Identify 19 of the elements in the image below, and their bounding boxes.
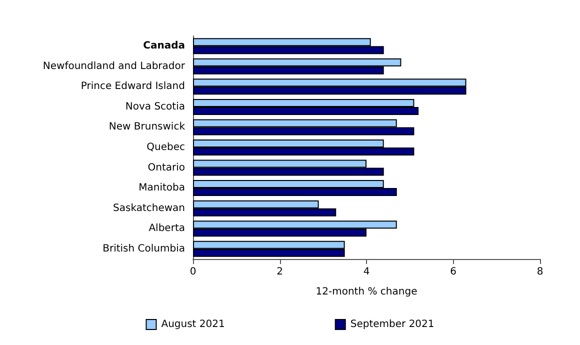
legend-label: September 2021 — [350, 319, 434, 330]
x-tick-label: 4 — [363, 266, 370, 278]
y-tick-label: Nova Scotia — [125, 101, 185, 112]
x-axis-title: 12-month % change — [316, 286, 418, 298]
x-tick-label: 6 — [450, 266, 456, 278]
x-tick-label: 0 — [190, 266, 196, 278]
legend-label: August 2021 — [161, 319, 225, 330]
y-tick-label: Alberta — [148, 223, 185, 234]
y-tick-label: Ontario — [148, 162, 185, 174]
y-tick-label: Prince Edward Island — [80, 81, 185, 92]
y-tick-label: Saskatchewan — [113, 202, 185, 214]
y-tick-label: Canada — [143, 40, 185, 52]
x-tick-label: 2 — [276, 266, 283, 278]
y-tick-label: British Columbia — [102, 243, 185, 254]
y-tick-label: New Brunswick — [108, 122, 186, 133]
x-tick-label: 8 — [536, 266, 544, 278]
y-tick-label: Manitoba — [138, 182, 185, 194]
y-tick-label: Newfoundland and Labrador — [42, 60, 186, 72]
y-tick-label: Quebec — [146, 142, 185, 153]
